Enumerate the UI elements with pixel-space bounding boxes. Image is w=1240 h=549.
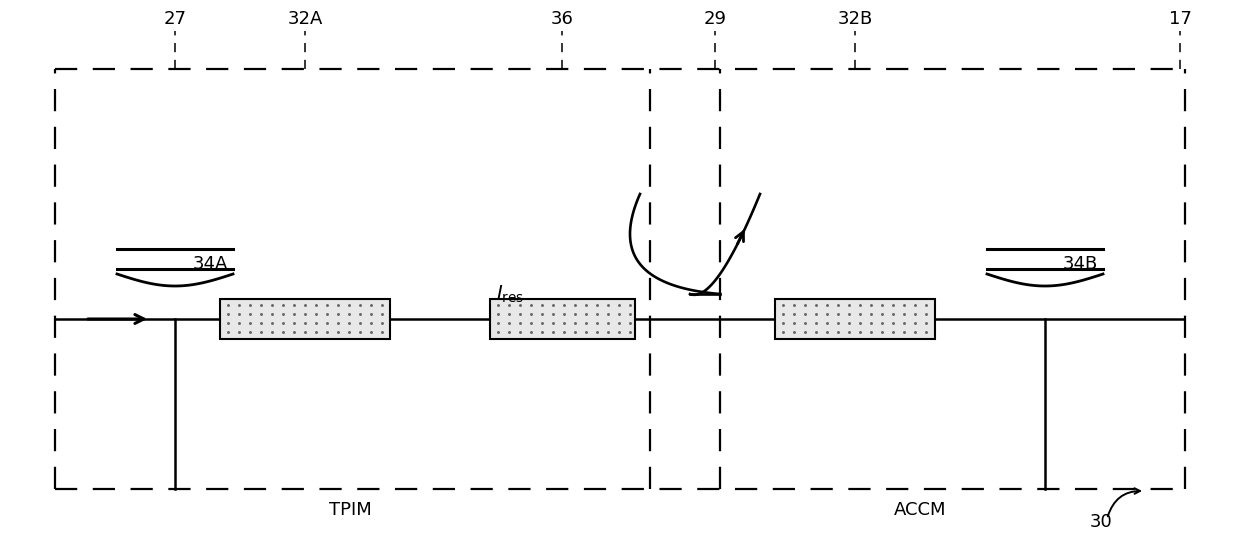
Text: 30: 30: [1090, 513, 1112, 531]
Text: ACCM: ACCM: [894, 501, 946, 519]
Bar: [490, 299, 635, 339]
Text: 27: 27: [164, 10, 186, 28]
Text: 32B: 32B: [837, 10, 873, 28]
Bar: [775, 299, 935, 339]
Text: 17: 17: [1168, 10, 1192, 28]
Text: 34B: 34B: [1063, 255, 1099, 273]
Text: TPIM: TPIM: [329, 501, 371, 519]
Bar: [219, 299, 391, 339]
Text: 32A: 32A: [288, 10, 322, 28]
Text: 36: 36: [551, 10, 573, 28]
Text: 34A: 34A: [193, 255, 228, 273]
Bar: [490, 299, 635, 339]
Bar: [219, 299, 391, 339]
Text: 29: 29: [703, 10, 727, 28]
Text: $\mathit{I}_{\mathrm{res}}$: $\mathit{I}_{\mathrm{res}}$: [496, 283, 525, 305]
Bar: [775, 299, 935, 339]
